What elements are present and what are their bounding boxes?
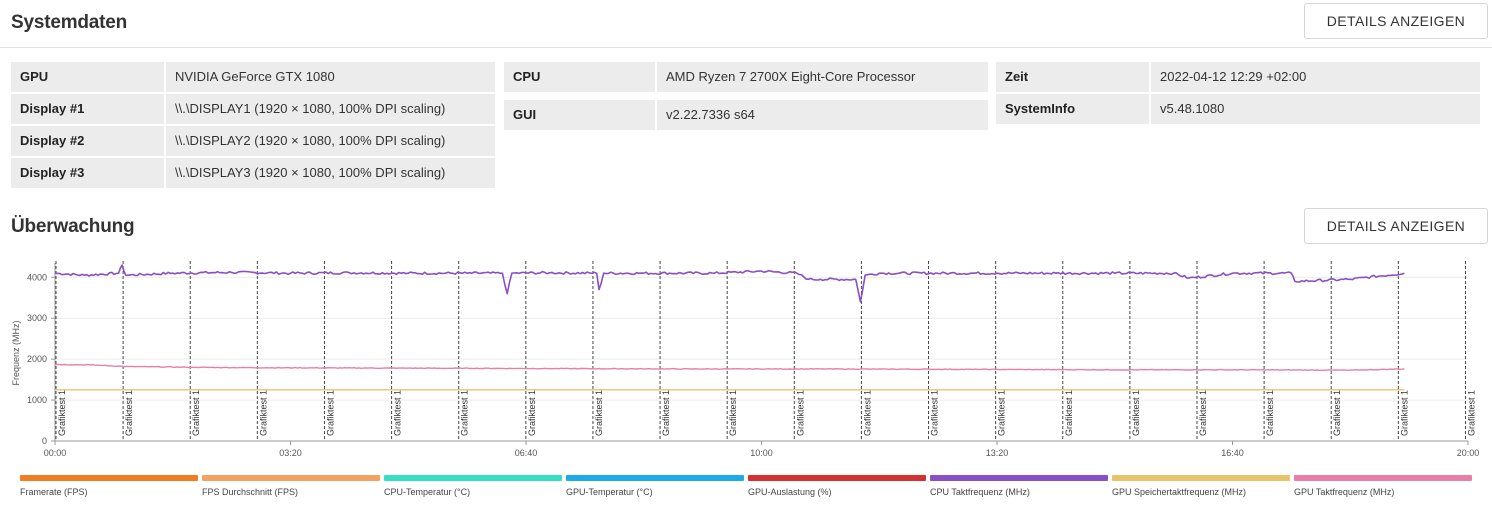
y-tick-label: 3000 — [27, 313, 47, 323]
info-row-cpu: CPU AMD Ryzen 7 2700X Eight-Core Process… — [504, 62, 988, 92]
test-marker-label: Grafiktest 1 — [930, 390, 940, 436]
info-row-gui: GUI v2.22.7336 s64 — [504, 100, 988, 130]
y-tick-label: 1000 — [27, 395, 47, 405]
legend-swatch — [1294, 475, 1472, 481]
test-marker-label: Grafiktest 1 — [1131, 390, 1141, 436]
info-key: GPU — [11, 62, 164, 92]
test-marker-label: Grafiktest 1 — [393, 390, 403, 436]
test-marker-label: Grafiktest 1 — [258, 390, 268, 436]
legend-item[interactable]: Framerate (FPS) — [20, 475, 198, 497]
y-axis-label: Frequenz (MHz) — [11, 320, 21, 385]
info-value: v5.48.1080 — [1151, 94, 1480, 124]
test-marker-label: Grafiktest 1 — [1064, 390, 1074, 436]
y-tick-label: 4000 — [27, 272, 47, 282]
info-key: CPU — [504, 62, 655, 92]
legend-label: GPU-Auslastung (%) — [748, 487, 832, 497]
test-marker-label: Grafiktest 1 — [124, 390, 134, 436]
info-value: \\.\DISPLAY1 (1920 × 1080, 100% DPI scal… — [166, 94, 495, 124]
info-key: Zeit — [996, 62, 1149, 92]
header-divider — [0, 47, 1492, 48]
legend-swatch — [748, 475, 926, 481]
info-value: v2.22.7336 s64 — [657, 100, 988, 130]
series-line-gpu-taktfrequenz-mhz — [55, 363, 1405, 372]
test-marker-label: Grafiktest 1 — [325, 390, 335, 436]
x-tick-label: 00:00 — [44, 448, 67, 458]
info-row-display-3: Display #3 \\.\DISPLAY3 (1920 × 1080, 10… — [11, 158, 495, 188]
info-row-display-1: Display #1 \\.\DISPLAY1 (1920 × 1080, 10… — [11, 94, 495, 124]
legend-item[interactable]: GPU-Temperatur (°C) — [566, 475, 744, 497]
info-row-display-2: Display #2 \\.\DISPLAY2 (1920 × 1080, 10… — [11, 126, 495, 156]
legend-swatch — [384, 475, 562, 481]
x-tick-label: 16:40 — [1221, 448, 1244, 458]
legend-swatch — [202, 475, 380, 481]
test-marker-label: Grafiktest 1 — [57, 390, 67, 436]
systemdaten-title: Systemdaten — [11, 12, 128, 33]
info-key: GUI — [504, 100, 655, 130]
test-marker-label: Grafiktest 1 — [728, 390, 738, 436]
test-marker-label: Grafiktest 1 — [1198, 390, 1208, 436]
test-marker-label: Grafiktest 1 — [594, 390, 604, 436]
x-tick-label: 06:40 — [515, 448, 538, 458]
info-value: AMD Ryzen 7 2700X Eight-Core Processor — [657, 62, 988, 92]
legend-label: GPU Taktfrequenz (MHz) — [1294, 487, 1395, 497]
system-info-column-3: Zeit 2022-04-12 12:29 +02:00 SystemInfo … — [996, 62, 1480, 126]
y-tick-label: 2000 — [27, 354, 47, 364]
legend-item[interactable]: GPU Taktfrequenz (MHz) — [1294, 475, 1472, 497]
test-marker-label: Grafiktest 1 — [862, 390, 872, 436]
test-marker-label: Grafiktest 1 — [1399, 390, 1409, 436]
test-marker-label: Grafiktest 1 — [460, 390, 470, 436]
series-line-cpu-taktfrequenz-mhz — [54, 264, 1405, 303]
test-marker-label: Grafiktest 1 — [1466, 390, 1476, 436]
y-tick-label: 0 — [42, 436, 47, 446]
legend-swatch — [1112, 475, 1290, 481]
x-tick-label: 13:20 — [986, 448, 1009, 458]
systemdaten-details-button[interactable]: DETAILS ANZEIGEN — [1304, 3, 1488, 39]
legend-label: CPU-Temperatur (°C) — [384, 487, 471, 497]
legend-swatch — [930, 475, 1108, 481]
test-marker-label: Grafiktest 1 — [527, 390, 537, 436]
info-value: 2022-04-12 12:29 +02:00 — [1151, 62, 1480, 92]
info-key: Display #3 — [11, 158, 164, 188]
system-info-column-1: GPU NVIDIA GeForce GTX 1080 Display #1 \… — [11, 62, 495, 190]
legend-item[interactable]: FPS Durchschnitt (FPS) — [202, 475, 380, 497]
info-value: \\.\DISPLAY3 (1920 × 1080, 100% DPI scal… — [166, 158, 495, 188]
info-key: Display #1 — [11, 94, 164, 124]
legend-label: GPU Speichertaktfrequenz (MHz) — [1112, 487, 1247, 497]
legend-label: CPU Taktfrequenz (MHz) — [930, 487, 1030, 497]
monitoring-chart: 0 1000 2000 3000 4000 Frequenz (MHz) 00:00 03:2… — [11, 261, 1480, 458]
legend-item[interactable]: GPU-Auslastung (%) — [748, 475, 926, 497]
x-tick-label: 20:00 — [1457, 448, 1480, 458]
legend-item[interactable]: GPU Speichertaktfrequenz (MHz) — [1112, 475, 1290, 497]
info-row-zeit: Zeit 2022-04-12 12:29 +02:00 — [996, 62, 1480, 92]
info-row-gpu: GPU NVIDIA GeForce GTX 1080 — [11, 62, 495, 92]
info-row-systeminfo: SystemInfo v5.48.1080 — [996, 94, 1480, 124]
ueberwachung-details-button[interactable]: DETAILS ANZEIGEN — [1304, 208, 1488, 244]
legend-label: FPS Durchschnitt (FPS) — [202, 487, 299, 497]
legend-swatch — [566, 475, 744, 481]
test-marker-label: Grafiktest 1 — [191, 390, 201, 436]
chart-legend: Framerate (FPS) FPS Durchschnitt (FPS) CPU… — [20, 475, 1479, 497]
legend-label: Framerate (FPS) — [20, 487, 88, 497]
x-tick-label: 03:20 — [279, 448, 302, 458]
test-marker-label: Grafiktest 1 — [997, 390, 1007, 436]
info-value: \\.\DISPLAY2 (1920 × 1080, 100% DPI scal… — [166, 126, 495, 156]
info-value: NVIDIA GeForce GTX 1080 — [166, 62, 495, 92]
legend-item[interactable]: CPU Taktfrequenz (MHz) — [930, 475, 1108, 497]
ueberwachung-title: Überwachung — [11, 216, 135, 237]
test-marker-label: Grafiktest 1 — [1265, 390, 1275, 436]
x-tick-label: 10:00 — [750, 448, 773, 458]
info-key: Display #2 — [11, 126, 164, 156]
test-marker-label: Grafiktest 1 — [1332, 390, 1342, 436]
info-key: SystemInfo — [996, 94, 1149, 124]
legend-swatch — [20, 475, 198, 481]
legend-item[interactable]: CPU-Temperatur (°C) — [384, 475, 562, 497]
system-info-column-2: CPU AMD Ryzen 7 2700X Eight-Core Process… — [504, 62, 988, 132]
test-marker-label: Grafiktest 1 — [795, 390, 805, 436]
test-marker-label: Grafiktest 1 — [661, 390, 671, 436]
legend-label: GPU-Temperatur (°C) — [566, 487, 653, 497]
